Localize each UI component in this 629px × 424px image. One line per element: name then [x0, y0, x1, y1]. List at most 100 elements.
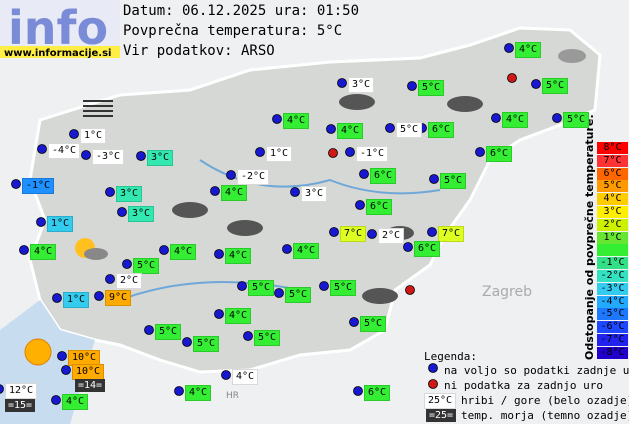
station-dot — [407, 81, 417, 91]
station-dot — [475, 147, 485, 157]
station-dot — [367, 229, 377, 239]
legend-mountain: hribi / gore (belo ozadje) — [461, 394, 629, 407]
colorbar-cell: -6°C — [597, 321, 628, 334]
station-dot — [359, 169, 369, 179]
station-dot — [403, 242, 413, 252]
station-dot — [214, 249, 224, 259]
colorbar-cell: 1°C — [597, 231, 628, 244]
country-label: HR — [226, 391, 239, 401]
colorbar-cell: 5°C — [597, 180, 628, 193]
colorbar-cell: -7°C — [597, 334, 628, 346]
legend-title: Legenda: — [424, 350, 477, 363]
station-temp: 5°C — [360, 316, 387, 332]
colorbar-cell: -1°C — [597, 257, 628, 270]
station-dot — [174, 386, 184, 396]
source-line: Vir podatkov: ARSO — [123, 43, 275, 59]
avg-temp-line: Povprečna temperatura: 5°C — [123, 23, 343, 39]
legend-sea-sample: =25= — [426, 409, 457, 422]
station-temp: 6°C — [414, 241, 441, 257]
station-dot — [36, 217, 46, 227]
station-dot — [159, 245, 169, 255]
colorbar-cell: 7°C — [597, 154, 628, 167]
station-dot — [282, 244, 292, 254]
station-dot — [237, 281, 247, 291]
legend-blue: na voljo so podatki zadnje ure — [444, 364, 629, 377]
station-dot — [117, 207, 127, 217]
colorbar-cell — [597, 244, 628, 257]
station-temp: 5°C — [542, 78, 569, 94]
station-dot — [329, 227, 339, 237]
station-dot — [61, 365, 71, 375]
station-temp: 6°C — [364, 385, 391, 401]
station-dot — [337, 78, 347, 88]
station-dot — [51, 395, 61, 405]
station-temp: 4°C — [502, 112, 529, 128]
station-dot — [105, 274, 115, 284]
colorbar-cell: 2°C — [597, 218, 628, 231]
station-dot — [69, 129, 79, 139]
station-temp: -3°C — [92, 149, 125, 165]
url-bar — [0, 46, 120, 58]
colorbar-cell: 4°C — [597, 193, 628, 206]
legend-red-dot — [428, 379, 438, 389]
station-dot — [319, 281, 329, 291]
station-temp: 5°C — [418, 80, 445, 96]
station-dot — [353, 386, 363, 396]
sea-temp: =14= — [75, 379, 106, 392]
station-dot — [52, 293, 62, 303]
legend-blue-dot — [428, 363, 438, 373]
station-temp: 5°C — [248, 280, 275, 296]
legend-red: ni podatka za zadnjo uro — [444, 379, 603, 392]
station-temp: 5°C — [254, 330, 281, 346]
station-temp: -1°C — [356, 146, 389, 162]
station-dot — [491, 113, 501, 123]
station-temp: 7°C — [438, 226, 465, 242]
colorbar-cell: -2°C — [597, 270, 628, 282]
station-temp: 3°C — [128, 206, 155, 222]
station-temp: 1°C — [80, 128, 107, 144]
station-temp: 3°C — [116, 186, 143, 202]
legend-sea: temp. morja (temno ozadje) — [461, 409, 629, 422]
station-temp: 4°C — [515, 42, 542, 58]
no-data-dot — [507, 73, 517, 83]
station-dot — [210, 186, 220, 196]
city-label: Zagreb — [482, 284, 532, 300]
station-dot — [326, 124, 336, 134]
station-dot — [214, 309, 224, 319]
station-dot — [94, 291, 104, 301]
station-dot — [37, 144, 47, 154]
station-temp: 1°C — [266, 146, 293, 162]
legend-mountain-sample: 25°C — [424, 393, 457, 409]
station-temp: 4°C — [62, 394, 89, 410]
station-dot — [11, 179, 21, 189]
station-dot — [182, 337, 192, 347]
station-temp: 2°C — [378, 228, 405, 244]
station-dot — [243, 331, 253, 341]
colorbar-cell: -4°C — [597, 295, 628, 308]
no-data-dot — [405, 285, 415, 295]
station-temp: 5°C — [193, 336, 220, 352]
station-temp: 6°C — [486, 146, 513, 162]
colorbar-cell: 6°C — [597, 167, 628, 180]
station-temp: 4°C — [221, 185, 248, 201]
station-dot — [385, 123, 395, 133]
station-dot — [255, 147, 265, 157]
station-temp: 4°C — [225, 308, 252, 324]
station-temp: 4°C — [30, 244, 57, 260]
station-dot — [81, 150, 91, 160]
station-dot — [221, 370, 231, 380]
station-temp: 6°C — [428, 122, 455, 138]
station-temp: 7°C — [340, 226, 367, 242]
fog-icon — [83, 100, 113, 117]
station-dot — [427, 227, 437, 237]
station-temp: 5°C — [155, 324, 182, 340]
colorbar-title: Odstopanje od povprečne temperature: — [583, 114, 596, 360]
station-temp: 4°C — [283, 113, 310, 129]
colorbar-cell: 8°C — [597, 142, 628, 154]
station-temp: 12°C — [5, 383, 38, 399]
cloud-icon — [84, 248, 108, 260]
station-temp: 10°C — [72, 364, 105, 380]
station-temp: 5°C — [440, 173, 467, 189]
station-temp: -4°C — [48, 143, 81, 159]
no-data-dot — [328, 148, 338, 158]
